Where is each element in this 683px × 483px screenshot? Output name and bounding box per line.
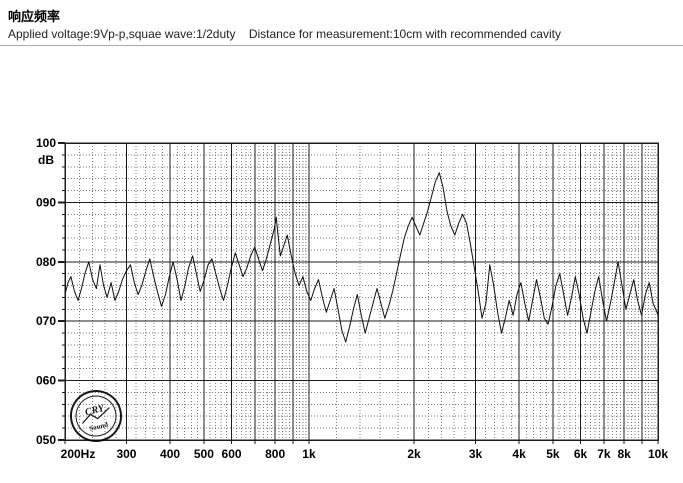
x-tick-label: 400 — [160, 447, 180, 461]
x-tick-label: 1k — [302, 447, 316, 461]
response-curve — [65, 172, 658, 343]
x-tick-label: 800 — [265, 447, 285, 461]
x-tick-label: 4k — [512, 447, 526, 461]
x-tick-label: 3k — [469, 447, 483, 461]
x-tick-label: 300 — [116, 447, 136, 461]
x-tick-label: 500 — [194, 447, 214, 461]
x-tick-label: 2k — [407, 447, 421, 461]
y-axis-labels: 100 090 080 070 060 050 dB — [36, 136, 56, 447]
test-conditions: Applied voltage:9Vp-p,squae wave:1/2duty… — [8, 27, 561, 41]
y-tick-label: 050 — [36, 433, 56, 447]
x-tick-label: 600 — [222, 447, 242, 461]
y-tick-label: 090 — [36, 195, 56, 209]
y-axis-unit-label: dB — [38, 153, 54, 167]
header-divider — [0, 45, 683, 46]
y-tick-label: 080 — [36, 255, 56, 269]
y-tick-label: 070 — [36, 314, 56, 328]
y-tick-label: 060 — [36, 374, 56, 388]
x-tick-label: 5k — [546, 447, 560, 461]
plot-border — [58, 142, 659, 444]
x-tick-label: 7k — [597, 447, 611, 461]
grid-minor — [65, 143, 658, 440]
x-tick-label: 8k — [617, 447, 631, 461]
stamp-brand-text: CRY — [84, 403, 106, 419]
x-tick-label: 200Hz — [61, 447, 96, 461]
page-title: 响应频率 — [8, 9, 61, 24]
stamp-sub-text: Sound — [88, 420, 109, 432]
x-tick-label: 6k — [574, 447, 588, 461]
y-tick-label: 100 — [36, 136, 56, 150]
x-tick-label: 10k — [648, 447, 668, 461]
x-axis-labels: 200Hz 300 400 500 600 800 1k 2k 3k 4k 5k 6k 7k 8k 10k — [61, 447, 669, 461]
